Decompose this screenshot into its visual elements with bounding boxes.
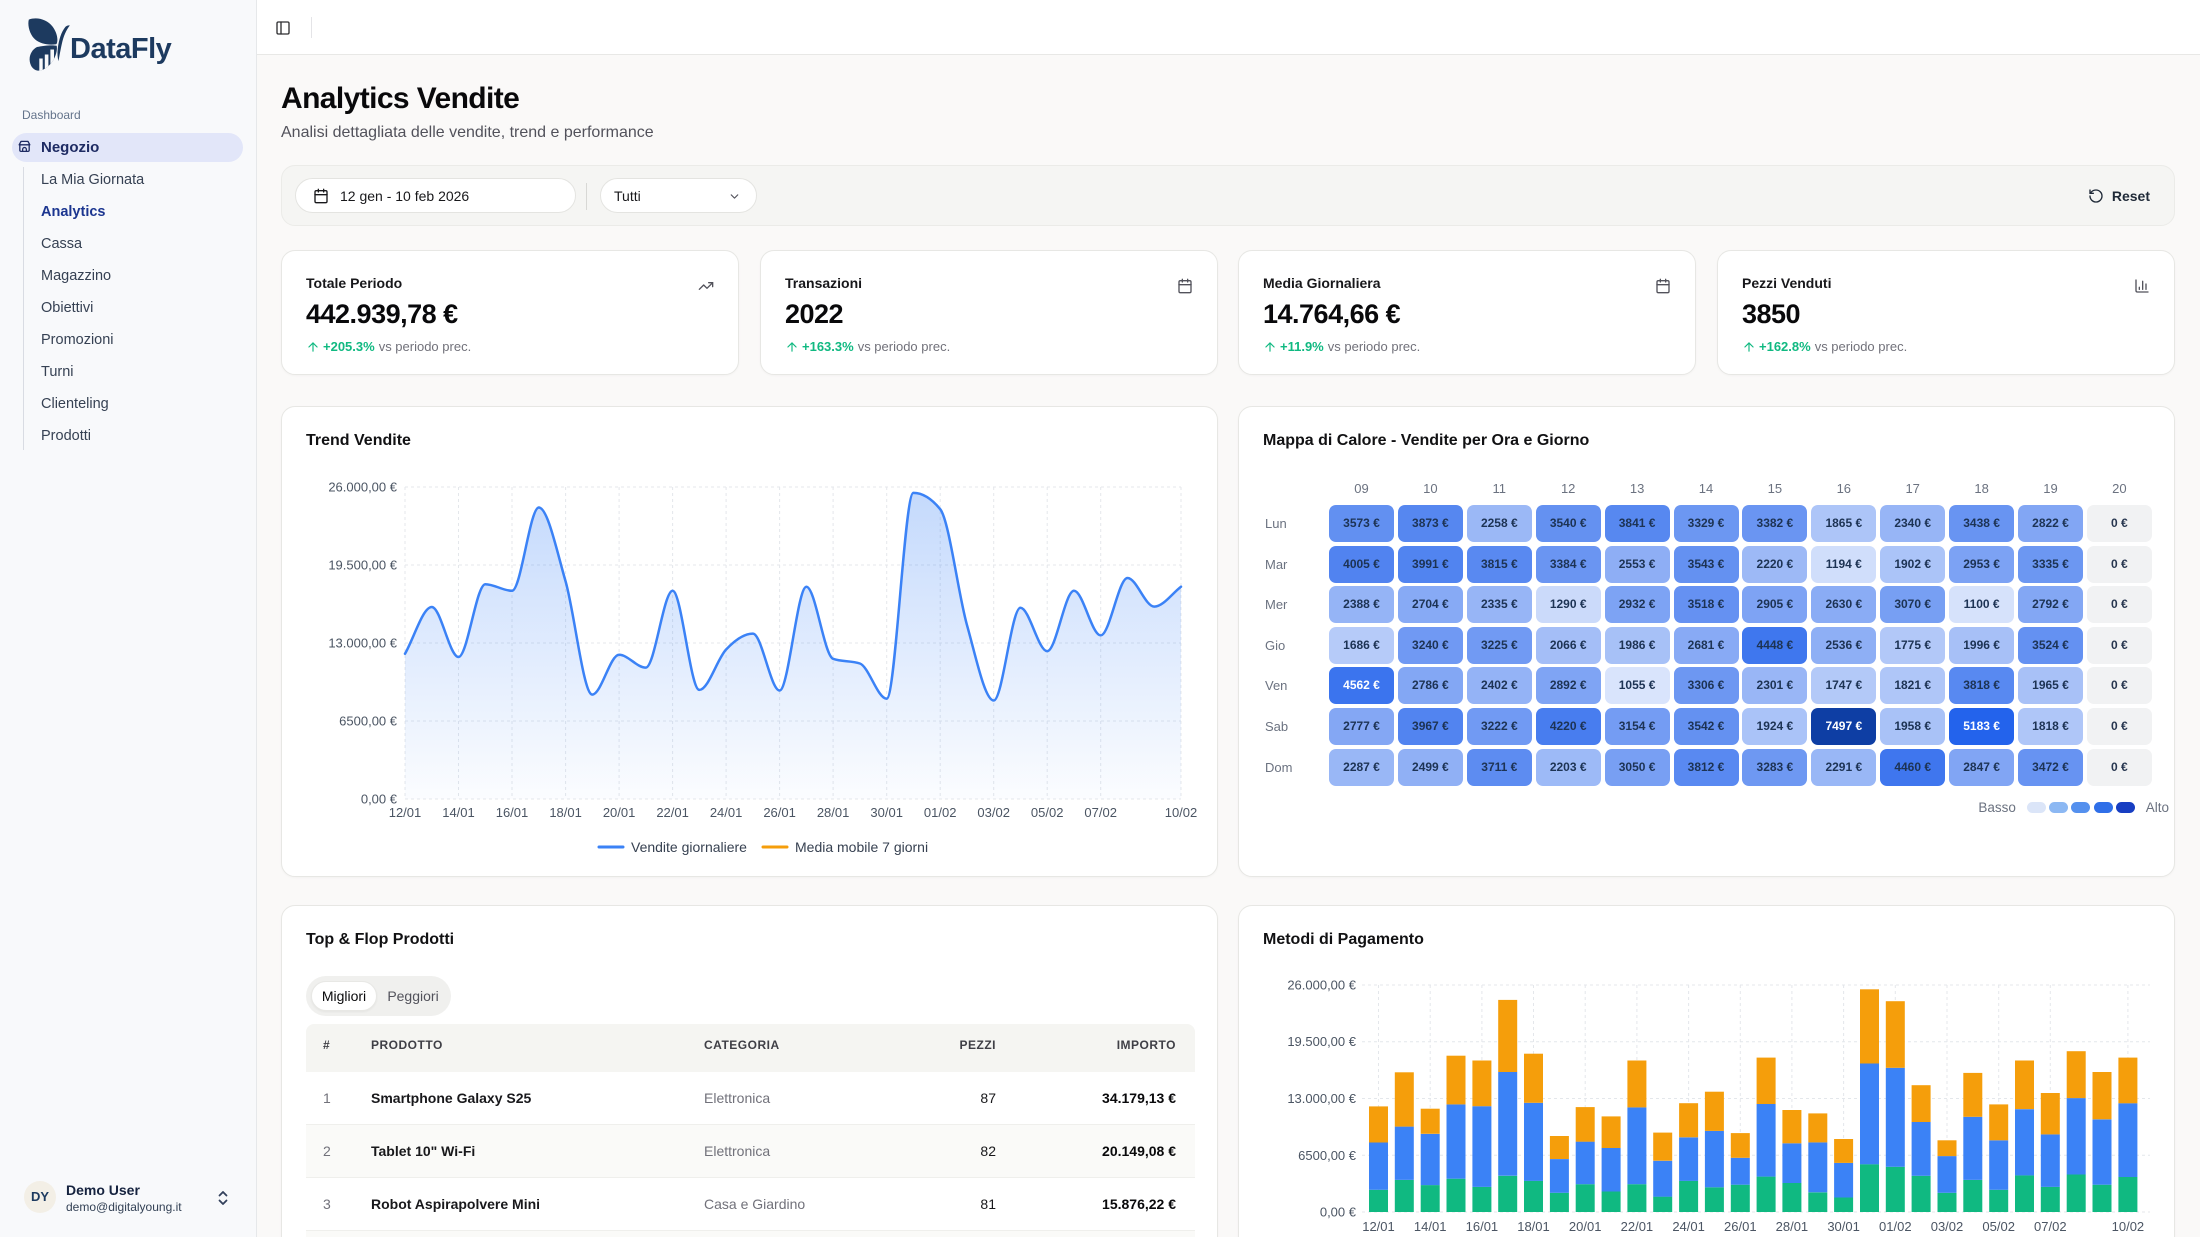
svg-text:0,00 €: 0,00 € xyxy=(1320,1205,1357,1220)
svg-text:24/01: 24/01 xyxy=(1672,1219,1705,1234)
svg-text:01/02: 01/02 xyxy=(1879,1219,1912,1234)
svg-text:12/01: 12/01 xyxy=(1362,1219,1395,1234)
svg-text:14/01: 14/01 xyxy=(442,805,475,820)
svg-text:16/01: 16/01 xyxy=(1466,1219,1499,1234)
svg-text:26.000,00 €: 26.000,00 € xyxy=(328,480,397,495)
svg-text:12/01: 12/01 xyxy=(389,805,422,820)
svg-text:20/01: 20/01 xyxy=(1569,1219,1602,1234)
svg-text:05/02: 05/02 xyxy=(1982,1219,2015,1234)
svg-text:01/02: 01/02 xyxy=(924,805,957,820)
svg-text:24/01: 24/01 xyxy=(710,805,743,820)
svg-text:07/02: 07/02 xyxy=(1084,805,1117,820)
svg-text:28/01: 28/01 xyxy=(1776,1219,1809,1234)
svg-text:20/01: 20/01 xyxy=(603,805,636,820)
svg-text:26/01: 26/01 xyxy=(763,805,796,820)
svg-text:03/02: 03/02 xyxy=(1931,1219,1964,1234)
svg-text:0,00 €: 0,00 € xyxy=(361,792,398,807)
svg-text:03/02: 03/02 xyxy=(977,805,1010,820)
svg-text:26/01: 26/01 xyxy=(1724,1219,1757,1234)
svg-text:19.500,00 €: 19.500,00 € xyxy=(1287,1034,1356,1049)
svg-text:Vendite giornaliere: Vendite giornaliere xyxy=(631,839,747,855)
svg-text:13.000,00 €: 13.000,00 € xyxy=(328,636,397,651)
svg-text:6500,00 €: 6500,00 € xyxy=(339,714,398,729)
svg-text:Media mobile 7 giorni: Media mobile 7 giorni xyxy=(795,839,928,855)
svg-text:18/01: 18/01 xyxy=(1517,1219,1550,1234)
svg-text:16/01: 16/01 xyxy=(496,805,529,820)
svg-text:30/01: 30/01 xyxy=(1827,1219,1860,1234)
svg-text:07/02: 07/02 xyxy=(2034,1219,2067,1234)
svg-text:19.500,00 €: 19.500,00 € xyxy=(328,558,397,573)
svg-text:30/01: 30/01 xyxy=(870,805,903,820)
svg-text:13.000,00 €: 13.000,00 € xyxy=(1287,1091,1356,1106)
svg-text:6500,00 €: 6500,00 € xyxy=(1298,1148,1357,1163)
svg-text:10/02: 10/02 xyxy=(2112,1219,2145,1234)
svg-text:18/01: 18/01 xyxy=(549,805,582,820)
svg-text:26.000,00 €: 26.000,00 € xyxy=(1287,978,1356,993)
svg-text:22/01: 22/01 xyxy=(656,805,689,820)
svg-text:10/02: 10/02 xyxy=(1165,805,1198,820)
svg-text:05/02: 05/02 xyxy=(1031,805,1064,820)
svg-text:28/01: 28/01 xyxy=(817,805,850,820)
svg-text:14/01: 14/01 xyxy=(1414,1219,1447,1234)
svg-text:22/01: 22/01 xyxy=(1621,1219,1654,1234)
